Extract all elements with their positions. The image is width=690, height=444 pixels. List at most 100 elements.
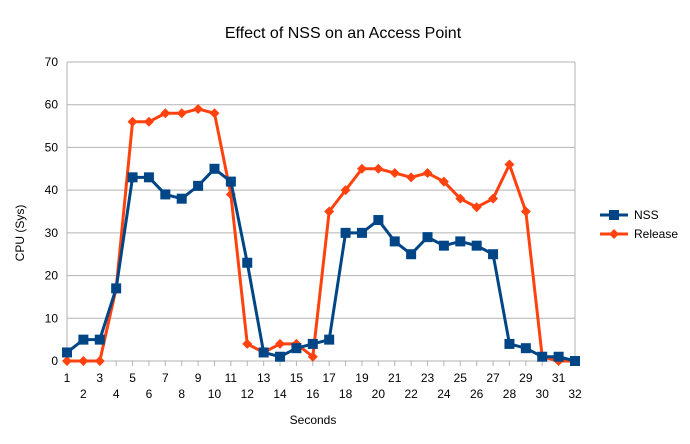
x-tick-label: 28 <box>503 387 517 401</box>
point-release <box>307 351 318 362</box>
legend-marker-release <box>609 229 619 239</box>
point-release <box>488 193 499 204</box>
x-tick-label: 13 <box>257 371 271 385</box>
point-release <box>324 206 335 217</box>
series-line-nss <box>66 167 576 363</box>
x-tick-label: 25 <box>454 371 468 385</box>
x-tick-label: 24 <box>437 387 451 401</box>
point-release <box>422 168 433 179</box>
point-nss <box>438 240 449 251</box>
x-tick-label: 21 <box>388 371 402 385</box>
point-nss <box>340 227 351 238</box>
point-nss <box>78 334 89 345</box>
x-tick-label: 19 <box>355 371 369 385</box>
x-tick-label: 10 <box>208 387 222 401</box>
x-tick-label: 16 <box>306 387 320 401</box>
point-nss <box>422 232 433 243</box>
x-tick-label: 11 <box>225 371 238 385</box>
point-nss <box>520 343 531 354</box>
x-tick-label: 4 <box>113 387 120 401</box>
x-tick-label: 6 <box>146 387 153 401</box>
x-tick-label: 14 <box>273 387 287 401</box>
series-group <box>62 103 580 366</box>
point-nss <box>176 193 187 204</box>
point-nss <box>471 240 482 251</box>
x-tick-label: 27 <box>486 371 500 385</box>
point-nss <box>258 347 269 358</box>
x-tick-label: 22 <box>404 387 418 401</box>
chart-title: Effect of NSS on an Access Point <box>225 25 462 42</box>
point-nss <box>275 351 286 362</box>
point-nss <box>127 172 138 183</box>
point-release <box>455 193 466 204</box>
x-tick-label: 7 <box>162 371 169 385</box>
point-nss <box>504 338 515 349</box>
point-release <box>143 116 154 127</box>
point-release <box>176 108 187 119</box>
x-tick-label: 17 <box>323 371 337 385</box>
point-nss <box>242 257 253 268</box>
x-tick-label: 29 <box>519 371 533 385</box>
axes <box>66 62 576 366</box>
x-tick-label: 12 <box>241 387 255 401</box>
point-nss <box>62 347 72 358</box>
y-tick-label: 20 <box>45 269 59 283</box>
point-nss <box>455 236 466 247</box>
x-tick-label: 30 <box>536 387 550 401</box>
point-release <box>373 163 384 174</box>
point-release <box>209 108 220 119</box>
point-nss <box>389 236 400 247</box>
x-tick-label: 23 <box>421 371 435 385</box>
y-tick-label: 10 <box>45 311 59 325</box>
y-tick-label: 60 <box>45 98 59 112</box>
point-release <box>62 356 72 366</box>
point-release <box>406 172 417 183</box>
legend-label-release: Release <box>634 227 678 241</box>
x-tick-label: 15 <box>290 371 304 385</box>
x-axis-label: Seconds <box>290 413 337 427</box>
point-nss <box>324 334 335 345</box>
series-nss <box>62 163 580 366</box>
x-tick-label: 3 <box>96 371 103 385</box>
x-tick-label: 32 <box>568 387 582 401</box>
point-release <box>193 103 204 114</box>
x-tick-label: 9 <box>195 371 202 385</box>
legend-label-nss: NSS <box>634 208 659 222</box>
x-tick-label: 20 <box>372 387 386 401</box>
point-release <box>356 163 367 174</box>
point-release <box>471 202 482 213</box>
x-tick-labels: 1234567891011121314151617181920212223242… <box>64 371 582 401</box>
point-release <box>242 338 253 349</box>
point-nss <box>111 283 122 294</box>
point-release <box>340 185 351 196</box>
point-release <box>160 108 171 119</box>
point-nss <box>291 343 302 354</box>
point-nss <box>488 249 499 260</box>
point-release <box>520 206 531 217</box>
x-tick-label: 31 <box>552 371 566 385</box>
y-tick-label: 70 <box>45 55 59 69</box>
legend: NSS Release <box>600 208 678 241</box>
point-nss <box>570 356 580 366</box>
point-nss <box>160 189 171 200</box>
series-line-release <box>67 107 575 363</box>
series-release <box>62 103 580 366</box>
x-tick-label: 8 <box>178 387 185 401</box>
y-tick-label: 30 <box>45 226 59 240</box>
grid-lines <box>67 61 575 362</box>
point-release <box>504 159 515 170</box>
y-tick-label: 0 <box>51 354 58 368</box>
point-nss <box>406 249 417 260</box>
y-tick-label: 50 <box>45 140 59 154</box>
point-nss <box>356 227 367 238</box>
y-tick-labels: 0 10 20 30 40 50 60 70 <box>45 55 59 368</box>
point-nss <box>537 351 548 362</box>
point-release <box>389 168 400 179</box>
point-nss <box>373 215 384 226</box>
point-nss <box>193 180 204 191</box>
point-nss <box>94 334 105 345</box>
x-tick-label: 2 <box>80 387 87 401</box>
x-tick-label: 26 <box>470 387 484 401</box>
legend-marker-nss <box>609 210 619 220</box>
